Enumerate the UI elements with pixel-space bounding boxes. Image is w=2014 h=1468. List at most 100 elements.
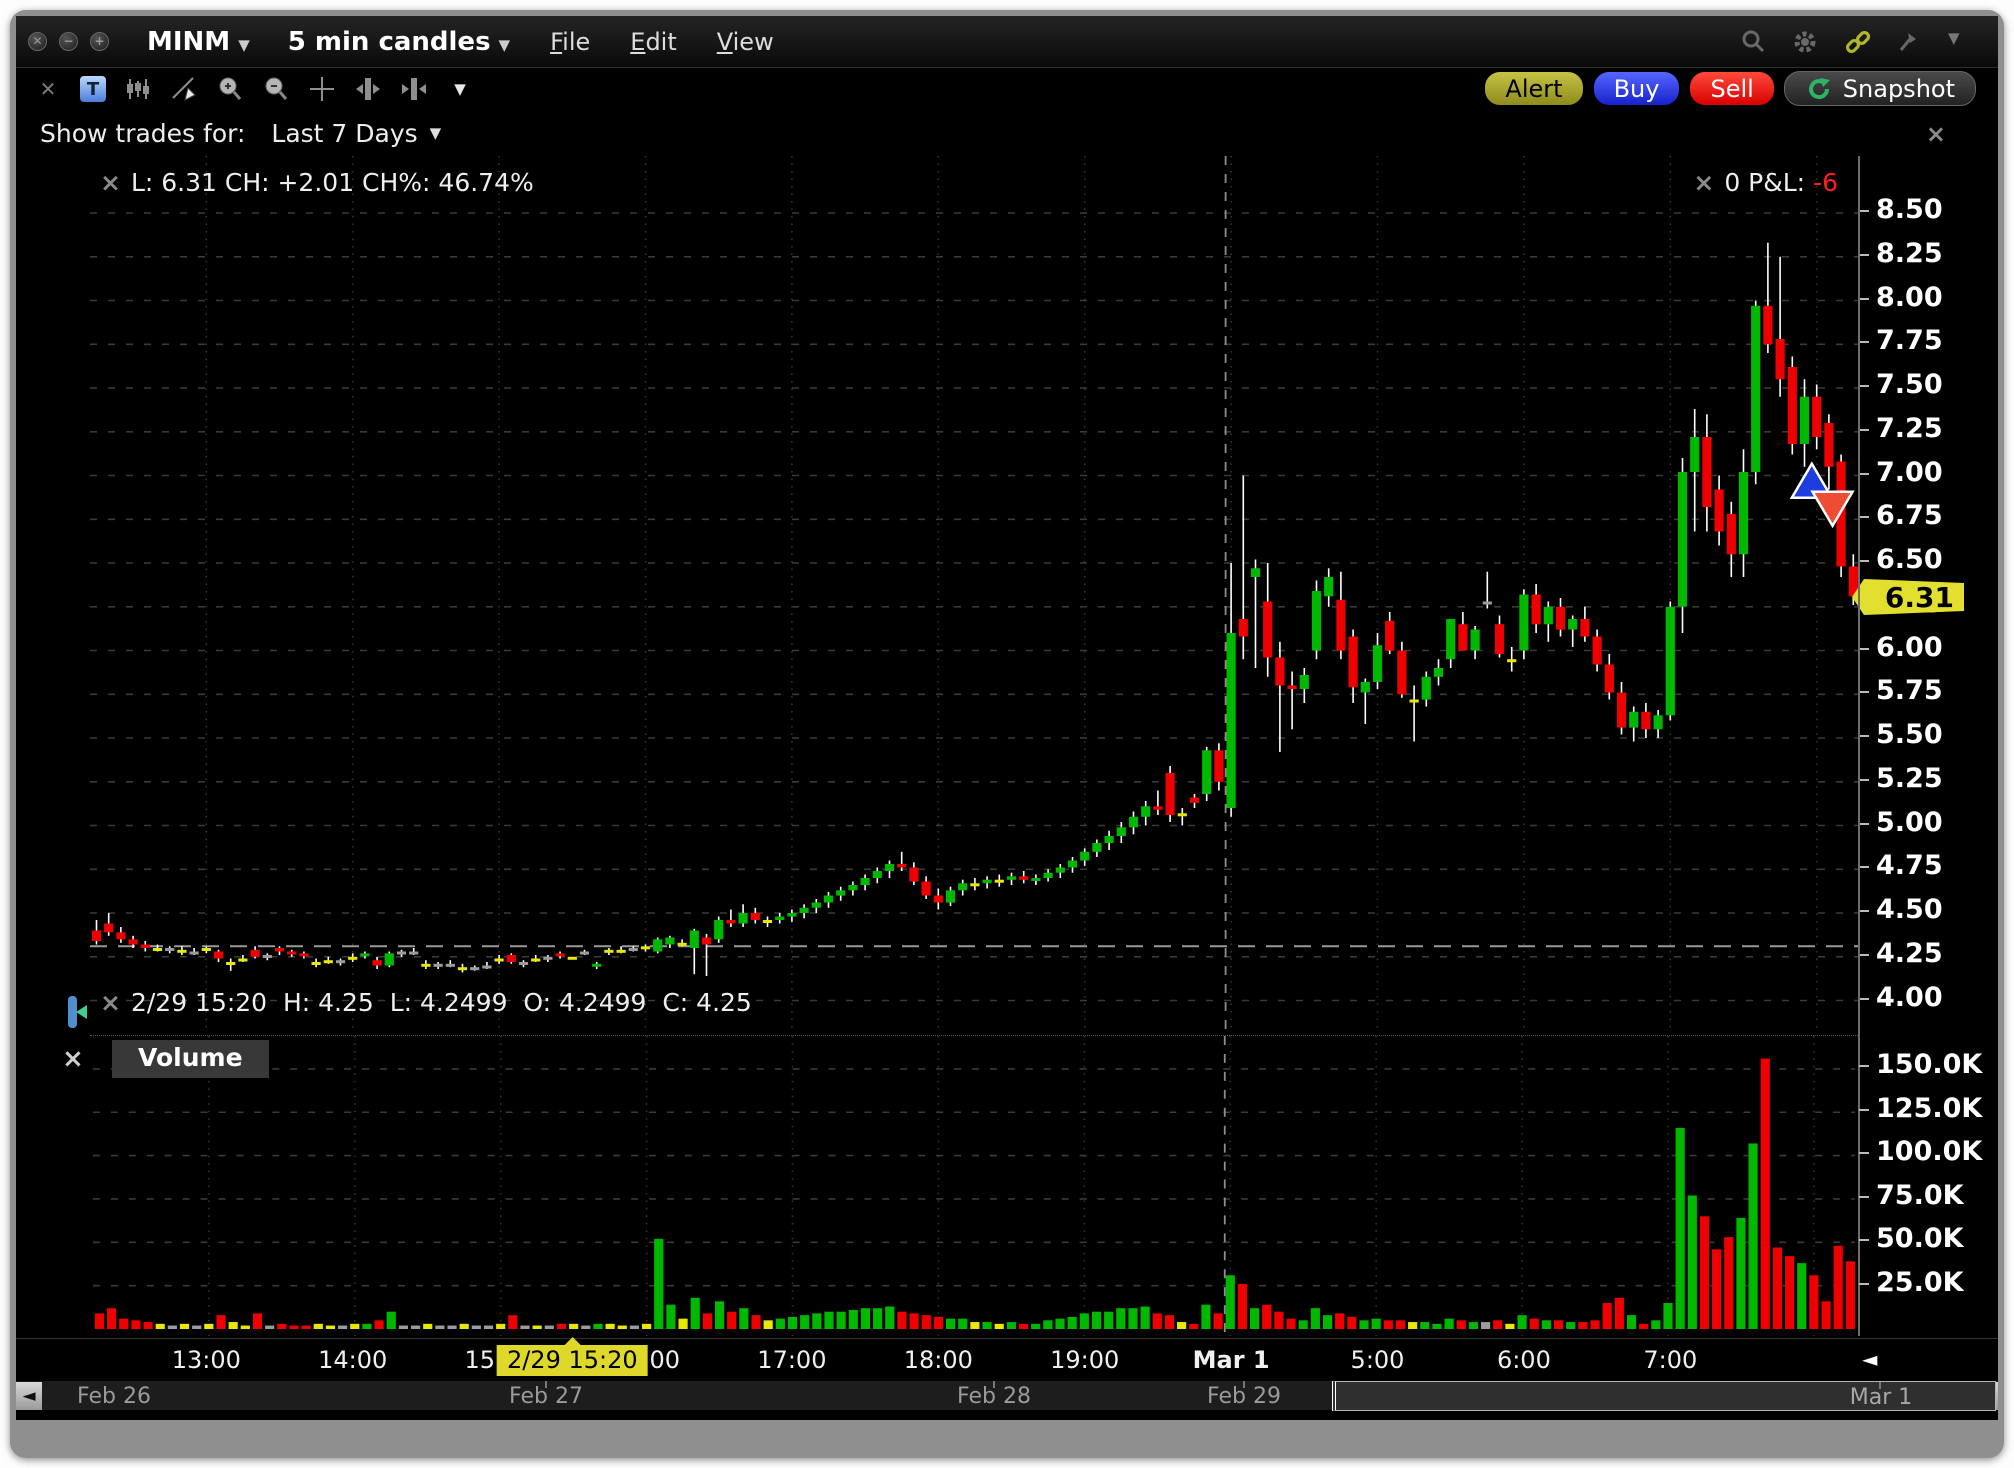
price-axis-tick: 5.50 (1859, 719, 1943, 750)
price-axis-tick: 7.00 (1859, 456, 1943, 488)
scrollbar-thumb-label: Mar 1 (1849, 1385, 1913, 1410)
candlestick-series (91, 242, 1858, 976)
menu-file[interactable]: File (550, 27, 591, 56)
tools-chevron-icon[interactable]: ▼ (454, 80, 466, 98)
sell-button[interactable]: Sell (1689, 71, 1775, 106)
remove-study-icon[interactable]: ✕ (39, 77, 57, 101)
chevron-down-icon[interactable]: ▼ (429, 124, 442, 142)
price-axis-tick: 7.25 (1859, 412, 1943, 444)
price-axis-tick: 4.50 (1859, 894, 1943, 925)
snapshot-button[interactable]: Snapshot (1783, 71, 1976, 106)
price-axis-tick: 7.75 (1859, 325, 1943, 357)
widen-bars-icon[interactable] (354, 75, 382, 103)
last-price-badge: 6.31 (1852, 579, 1964, 615)
time-axis-label: 13:00 (171, 1346, 241, 1374)
time-axis-label: 17:00 (757, 1346, 827, 1374)
price-axis-tick: 5.25 (1859, 762, 1943, 794)
time-axis-left-arrow-icon[interactable]: ◄ (1862, 1347, 1878, 1371)
volume-axis: 150.0K 125.0K 100.0K 75.0K 50.0K 25.0K (1858, 1035, 1998, 1336)
trendline-tool-icon[interactable] (170, 75, 198, 103)
chevron-down-icon: ▼ (498, 35, 511, 54)
title-bar: ✕ − + MINM ▼ 5 min candles ▼ File Edit Vie… (16, 16, 1998, 68)
window-menu-chevron-icon[interactable]: ▼ (1948, 29, 1960, 47)
price-axis-tick: 8.25 (1859, 237, 1943, 269)
zoom-in-icon[interactable] (216, 75, 244, 103)
scrollbar-day-label: Feb 27 (509, 1384, 583, 1409)
scrollbar-day-label: Feb 26 (77, 1384, 151, 1409)
pin-icon[interactable] (1896, 29, 1922, 55)
time-axis-label: 6:00 (1496, 1346, 1551, 1374)
text-tool-icon[interactable]: T (80, 76, 106, 102)
price-axis[interactable]: 8.508.258.007.757.507.257.006.756.506.25… (1858, 156, 1998, 1030)
price-axis-tick: 5.00 (1859, 806, 1943, 838)
time-axis: ◄ 13:0014:0015:0016:0017:0018:0019:00Mar… (16, 1338, 1998, 1380)
chart-window: ✕ − + MINM ▼ 5 min candles ▼ File Edit Vie… (10, 10, 2004, 1458)
menu-edit[interactable]: Edit (630, 27, 677, 56)
scrollbar-left-button[interactable]: ◄ (16, 1382, 42, 1410)
volume-axis-tick: 100.0K (1858, 1136, 1983, 1167)
price-axis-tick: 4.75 (1859, 850, 1943, 882)
price-axis-tick: 6.00 (1859, 631, 1943, 663)
chevron-down-icon: ▼ (238, 35, 250, 54)
pnl-readout: × 0 P&L: -6 (1693, 168, 1838, 197)
time-axis-label: 14:00 (318, 1346, 388, 1374)
window-close-button[interactable]: ✕ (28, 32, 47, 51)
trades-filter-label: Show trades for: (40, 118, 246, 148)
price-axis-tick: 5.75 (1859, 675, 1943, 707)
axis-divider (1858, 156, 1860, 1336)
symbol-selector[interactable]: MINM ▼ (147, 26, 250, 57)
trades-filter-row: Show trades for: Last 7 Days ▼ (16, 110, 1998, 156)
price-axis-tick: 6.75 (1859, 500, 1943, 532)
zoom-out-icon[interactable] (262, 75, 290, 103)
time-axis-label: 18:00 (903, 1346, 973, 1374)
crosshair-icon[interactable] (308, 75, 336, 103)
window-minimize-button[interactable]: − (59, 32, 78, 51)
volume-axis-tick: 150.0K (1858, 1049, 1983, 1080)
pnl-value: -6 (1813, 168, 1838, 197)
price-axis-tick: 6.50 (1859, 544, 1943, 575)
time-scrollbar[interactable]: ◄ ► Feb 26 Feb 27 Feb 28 Feb 29 Mar 1 (16, 1380, 1998, 1411)
find-symbol-icon[interactable] (1740, 29, 1766, 55)
buy-marker-icon (1789, 461, 1835, 499)
volume-axis-tick: 50.0K (1859, 1223, 1964, 1254)
volume-axis-tick: 125.0K (1858, 1092, 1983, 1124)
volume-series (94, 1058, 1855, 1330)
legend-close-icon[interactable]: × (100, 168, 121, 197)
trades-filter-dropdown[interactable]: Last 7 Days (271, 118, 418, 148)
volume-axis-tick: 25.0K (1859, 1266, 1964, 1298)
ohlc-close-icon[interactable]: × (100, 988, 121, 1017)
price-chart-canvas[interactable] (90, 156, 1858, 1030)
panel-close-icon[interactable]: × (1925, 120, 1946, 148)
price-marker-handle[interactable] (62, 996, 88, 1028)
time-axis-label: Mar 1 (1192, 1346, 1270, 1374)
price-axis-tick: 8.50 (1859, 194, 1943, 225)
price-axis-tick: 4.25 (1859, 937, 1943, 969)
selected-time-tag: 2/29 15:20 (496, 1345, 648, 1376)
scrollbar-day-label: Feb 29 (1207, 1384, 1281, 1409)
volume-pane-label[interactable]: Volume (112, 1040, 269, 1078)
alert-button[interactable]: Alert (1484, 71, 1584, 106)
sell-marker-icon (1810, 490, 1855, 529)
time-axis-label: 5:00 (1350, 1346, 1405, 1374)
narrow-bars-icon[interactable] (400, 75, 428, 103)
link-icon[interactable] (1844, 29, 1871, 55)
chart-style-icon[interactable] (124, 75, 152, 103)
window-zoom-button[interactable]: + (90, 32, 109, 51)
price-axis-tick: 4.00 (1859, 981, 1943, 1013)
price-axis-tick: 8.00 (1859, 281, 1943, 313)
buy-button[interactable]: Buy (1592, 71, 1681, 106)
volume-close-icon[interactable]: × (62, 1044, 84, 1074)
volume-chart-canvas[interactable] (90, 1035, 1858, 1336)
scrollbar-thumb[interactable]: Mar 1 (1332, 1381, 1996, 1411)
time-axis-label: 7:00 (1643, 1346, 1698, 1374)
menu-view[interactable]: View (716, 27, 774, 56)
time-axis-label: 19:00 (1050, 1346, 1120, 1374)
price-axis-tick: 7.50 (1859, 369, 1943, 400)
scrollbar-day-label: Feb 28 (957, 1384, 1031, 1409)
ohlc-readout: × 2/29 15:20 H: 4.25 L: 4.2499 O: 4.2499 … (100, 988, 752, 1017)
price-legend: × L: 6.31 CH: +2.01 CH%: 46.74% (100, 168, 534, 197)
settings-gear-icon[interactable] (1792, 29, 1818, 55)
pnl-close-icon[interactable]: × (1693, 168, 1715, 197)
timeframe-selector[interactable]: 5 min candles ▼ (287, 26, 511, 57)
